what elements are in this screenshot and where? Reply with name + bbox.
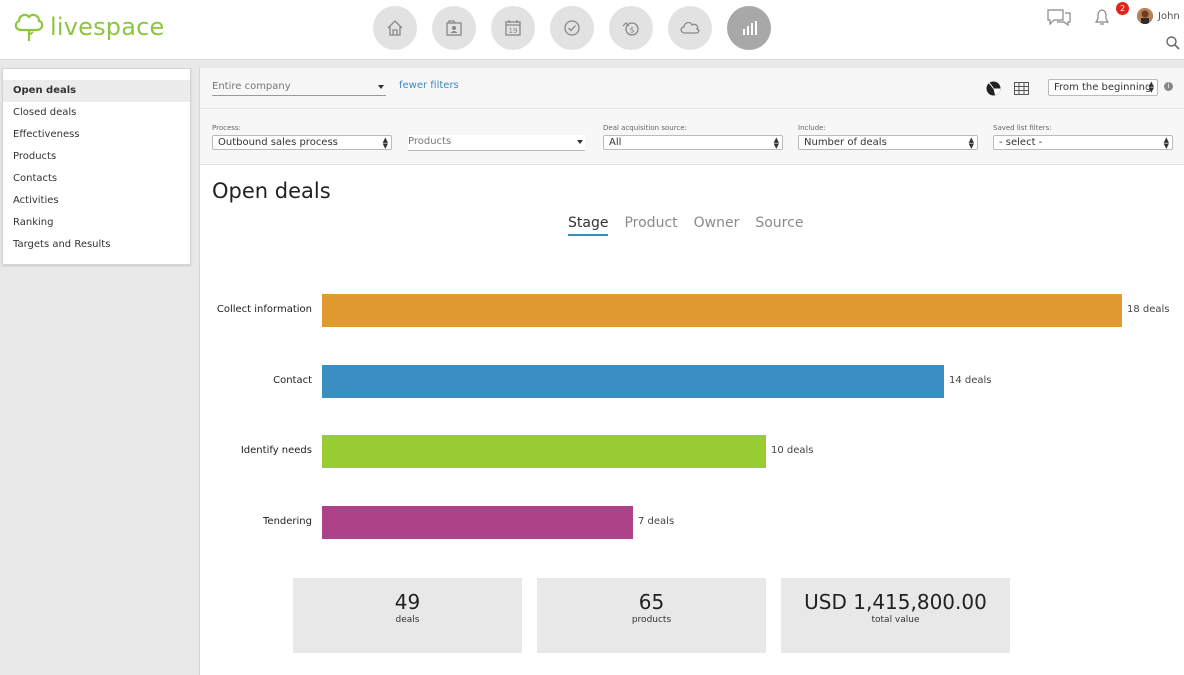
process-value: Outbound sales process: [218, 137, 338, 148]
main-content: Entire company fewer filters From the be…: [199, 68, 1184, 675]
include-select[interactable]: Number of deals ▲ ▼: [798, 135, 978, 150]
bar-value-label: 18 deals: [1127, 304, 1170, 315]
bar-label: Identify needs: [240, 445, 312, 456]
main-nav: 19 $: [373, 6, 771, 50]
nav-reports-button[interactable]: [727, 6, 771, 50]
grouping-tabs: Stage Product Owner Source: [568, 215, 803, 236]
fewer-filters-link[interactable]: fewer filters: [399, 80, 459, 91]
bar[interactable]: [322, 435, 766, 468]
sidebar-item-targets-results[interactable]: Targets and Results: [13, 239, 111, 250]
process-select[interactable]: Outbound sales process ▲ ▼: [212, 135, 392, 150]
updown-arrows-icon: ▲ ▼: [773, 136, 779, 150]
tab-source[interactable]: Source: [755, 215, 804, 231]
kpi-products-card: 65 products: [537, 578, 766, 653]
sidebar-item-products[interactable]: Products: [13, 151, 57, 162]
caret-down-icon: [378, 85, 384, 89]
header-user-area: 2 John +: [1024, 0, 1184, 60]
bar-value-label: 7 deals: [638, 515, 675, 527]
include-label: Include:: [798, 124, 826, 132]
user-avatar-icon: [1137, 8, 1153, 24]
nav-contacts-button[interactable]: [432, 6, 476, 50]
updown-arrows-icon: ▲ ▼: [968, 136, 974, 150]
calendar-icon: 19: [505, 20, 521, 36]
search-icon[interactable]: [1165, 35, 1181, 51]
deals-money-icon: $: [622, 22, 639, 36]
kpi-products-label: products: [631, 615, 672, 625]
bar-value-label: 10 deals: [771, 445, 814, 456]
scope-select[interactable]: Entire company: [212, 80, 386, 96]
kpi-total-value-card: USD 1,415,800.00 total value: [781, 578, 1010, 653]
nav-tasks-button[interactable]: [550, 6, 594, 50]
nav-deals-button[interactable]: $: [609, 6, 653, 50]
kpi-products-value: 65: [638, 590, 665, 614]
user-name[interactable]: John: [1158, 11, 1180, 22]
contacts-icon: [446, 20, 462, 36]
source-value: All: [609, 137, 622, 148]
bar-label: Tendering: [263, 515, 312, 527]
kpi-deals-label: deals: [395, 615, 420, 625]
sidebar-item-effectiveness[interactable]: Effectiveness: [13, 129, 80, 140]
saved-filters-select[interactable]: - select - ▲ ▼: [993, 135, 1173, 150]
home-icon: [387, 20, 403, 36]
notification-badge: 2: [1116, 2, 1129, 15]
include-value: Number of deals: [804, 137, 887, 148]
kpi-deals-card: 49 deals: [293, 578, 522, 653]
tab-stage[interactable]: Stage: [568, 215, 609, 236]
bell-icon[interactable]: [1092, 7, 1112, 27]
nav-calendar-button[interactable]: 19: [491, 6, 535, 50]
top-header: livespace 19 $ 2 John: [0, 0, 1184, 60]
calendar-day: 19: [509, 27, 518, 35]
sidebar-item-closed-deals[interactable]: Closed deals: [13, 107, 77, 118]
detail-filter-bar: Process: Outbound sales process ▲ ▼ Produ…: [200, 110, 1184, 165]
saved-filters-value: - select -: [999, 137, 1043, 148]
tab-owner[interactable]: Owner: [693, 215, 740, 231]
bar-value-label: 14 deals: [949, 374, 992, 386]
kpi-deals-value: 49: [394, 590, 421, 614]
caret-down-icon: [577, 140, 583, 144]
bar[interactable]: [322, 505, 633, 539]
sidebar-item-activities[interactable]: Activities: [13, 195, 59, 206]
deals-by-stage-chart: Collect information 18 deals Contact 14 dea…: [200, 278, 1184, 548]
table-view-icon[interactable]: [1014, 82, 1029, 95]
source-label: Deal acquisition source:: [603, 124, 687, 132]
nav-cloud-button[interactable]: [668, 6, 712, 50]
date-range-select[interactable]: From the beginning ▲ ▼: [1048, 79, 1158, 96]
top-filter-bar: Entire company fewer filters From the be…: [200, 68, 1184, 109]
chat-icon[interactable]: [1046, 8, 1072, 28]
livespace-logo[interactable]: livespace: [12, 10, 165, 44]
info-icon[interactable]: i: [1164, 82, 1173, 91]
kpi-total-label: total value: [871, 615, 920, 625]
bar-label: Collect information: [216, 304, 312, 315]
bar-label: Contact: [273, 374, 312, 386]
kpi-total-value: USD 1,415,800.00: [804, 590, 987, 614]
products-select[interactable]: Products: [408, 135, 585, 151]
scope-select-value: Entire company: [212, 81, 291, 92]
updown-arrows-icon: ▲ ▼: [382, 136, 388, 150]
bar[interactable]: [322, 294, 1122, 327]
avatar[interactable]: [1137, 8, 1153, 24]
bar[interactable]: [322, 364, 944, 398]
svg-text:$: $: [629, 26, 634, 35]
cloud-tree-logo-icon: [14, 13, 44, 41]
reports-chart-icon: [743, 21, 757, 35]
updown-arrows-icon: ▲ ▼: [1148, 80, 1154, 94]
pie-chart-view-icon[interactable]: [986, 81, 1001, 96]
reports-sidebar: Open deals Closed deals Effectiveness Pr…: [2, 68, 191, 265]
sidebar-item-ranking[interactable]: Ranking: [13, 217, 54, 228]
task-check-icon: [564, 20, 580, 36]
nav-home-button[interactable]: [373, 6, 417, 50]
updown-arrows-icon: ▲ ▼: [1163, 136, 1169, 150]
source-select[interactable]: All ▲ ▼: [603, 135, 783, 150]
date-range-value: From the beginning: [1054, 82, 1152, 93]
page-title: Open deals: [212, 179, 331, 203]
process-label: Process:: [212, 124, 241, 132]
logo-text: livespace: [50, 13, 165, 41]
saved-filters-label: Saved list filters:: [993, 124, 1052, 132]
cloud-icon: [680, 21, 700, 34]
products-value: Products: [408, 136, 452, 147]
sidebar-item-open-deals[interactable]: Open deals: [3, 80, 190, 102]
tab-product[interactable]: Product: [624, 215, 678, 231]
sidebar-item-contacts[interactable]: Contacts: [13, 173, 58, 184]
